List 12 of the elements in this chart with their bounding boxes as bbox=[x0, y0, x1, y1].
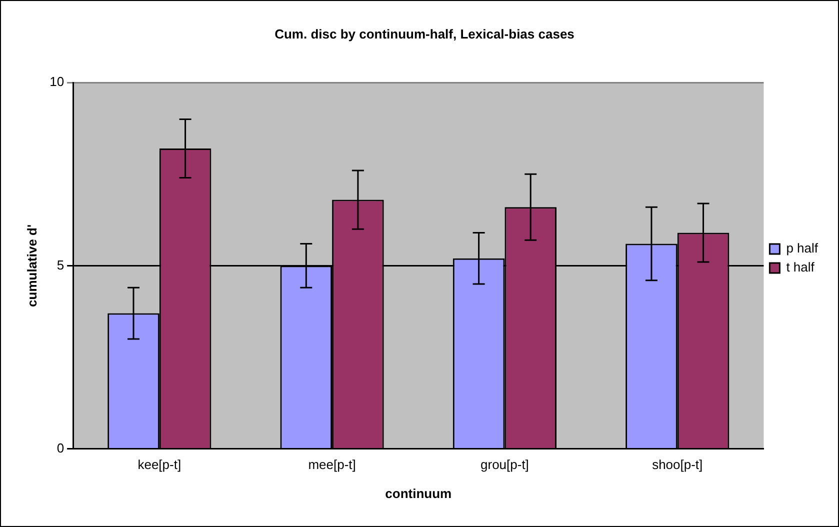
x-tick-label: kee[p-t] bbox=[138, 457, 182, 472]
x-tick-label: mee[p-t] bbox=[308, 457, 356, 472]
x-tick-label: grou[p-t] bbox=[480, 457, 529, 472]
y-tick-label: 10 bbox=[50, 74, 64, 90]
chart-title: Cum. disc by continuum-half, Lexical-bias cases bbox=[274, 26, 574, 42]
legend-label: t half bbox=[786, 260, 815, 275]
x-axis-title: continuum bbox=[385, 486, 452, 501]
y-tick-label: 0 bbox=[56, 440, 64, 456]
y-axis-title: cumulative d' bbox=[24, 224, 40, 307]
y-tick-label: 5 bbox=[56, 257, 64, 272]
legend-label: p half bbox=[786, 240, 818, 256]
x-tick-label: shoo[p-t] bbox=[652, 457, 703, 472]
